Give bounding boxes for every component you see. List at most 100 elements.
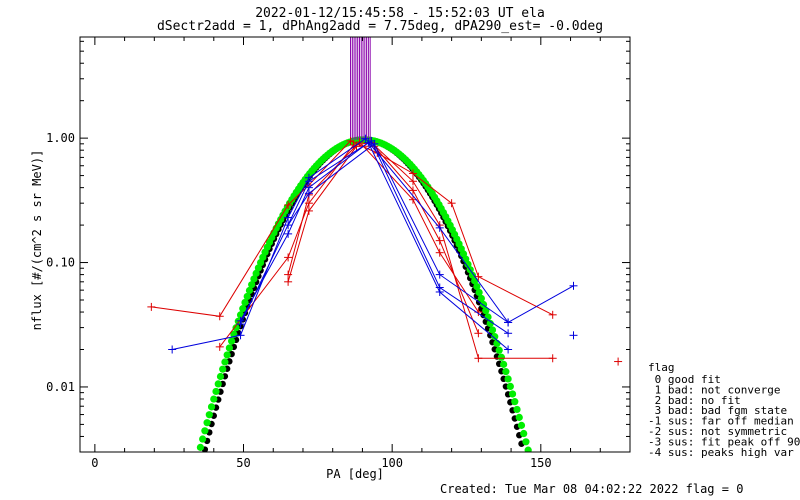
data-point [435,223,444,232]
x-tick-label: 100 [381,456,403,470]
fit-point [196,443,205,451]
fit-point [212,387,220,396]
y-axis-label: nflux [#/(cm^2 s sr MeV)] [30,150,44,331]
y-tick-label: 1.00 [46,131,75,145]
fit-point [515,413,523,421]
fit-point [477,294,485,303]
fit-point [495,346,503,354]
fit-point [500,360,508,368]
fit-point [221,358,229,366]
data-point [284,221,293,230]
data-point [435,236,444,245]
series-5 [168,134,578,354]
data-point [284,201,293,210]
data-point [236,331,245,340]
x-tick-label: 150 [530,456,552,470]
fit-point [228,337,236,345]
data-point [215,342,224,351]
legend-title: flag [648,361,675,374]
data-point [408,186,417,195]
fit-point [214,380,222,388]
legend-entry: 3 bad: bad fgm state [648,404,787,417]
fit-point [502,368,510,376]
fit-point [248,281,256,289]
x-tick-label: 50 [236,456,250,470]
fit-point [464,260,472,268]
footer-text: Created: Tue Mar 08 04:02:22 2022 flag =… [440,482,743,496]
fit-point [210,395,218,403]
chart-title: 2022-01-12/15:45:58 - 15:52:03 UT ela [255,6,545,21]
fit-point [482,307,490,315]
fit-point [506,382,514,391]
data-point [284,253,293,262]
series-4 [614,357,623,366]
fit-point [508,390,517,398]
data-point [304,189,313,198]
series-0 [147,136,557,321]
series-8 [284,139,513,327]
data-point [284,277,293,286]
data-point [504,329,513,338]
legend-entry: -2 sus: not symmetric [648,425,787,438]
legend-entry: -1 sus: far off median [648,415,794,428]
legend-entry: -4 sus: peaks high var [648,446,794,459]
data-point [474,354,483,363]
data-point [504,345,513,354]
legend-entry: 2 bad: no fit [648,394,741,407]
data-point [569,281,578,290]
series-line [240,141,509,350]
data-point [284,270,293,279]
fit-point [524,446,532,452]
fit-point [243,292,251,301]
fit-point [513,405,521,414]
data-point [304,177,313,186]
data-point [168,345,177,354]
data-point [614,357,623,366]
data-point [284,213,293,222]
fit-point [491,333,499,341]
data-point [147,302,156,311]
fit-point [225,344,233,352]
fit-point [245,286,254,295]
legend-entry: -3 sus: fit peak off 90 [648,435,800,448]
x-axis-label: PA [deg] [326,467,384,481]
data-point [370,139,379,148]
fit-point [205,411,213,419]
x-tick-label: 0 [91,456,98,470]
data-point [236,320,245,329]
fit-point [511,398,519,406]
fit-point [216,372,225,381]
fit-point [223,351,231,359]
data-point [548,310,557,319]
fit-point [250,275,258,283]
chart-subtitle: dSectr2add = 1, dPhAng2add = 7.75deg, dP… [157,19,603,34]
fit-point [252,269,260,277]
data-point [408,169,417,178]
fit-point [475,288,483,297]
plot-frame [79,36,631,453]
fit-curve-1 [196,136,532,452]
series-7 [236,136,513,338]
fit-point [468,271,477,279]
fit-point [488,326,497,334]
fit-point [199,435,207,443]
y-tick-label: 0.10 [46,256,75,270]
data-point [435,283,444,292]
fit-point [493,339,501,347]
data-point [447,199,456,208]
fit-point [486,319,494,328]
fit-point [517,421,526,429]
data-point [346,136,355,145]
fit-point [473,283,481,291]
fit-point [497,353,506,361]
fit-point [201,427,209,435]
series-line [172,138,574,350]
series-line [151,140,553,317]
y-tick-label: 0.01 [46,380,75,394]
data-point [355,138,364,147]
data-point [569,331,578,340]
fit-point [239,305,247,313]
data-point [408,177,417,186]
fit-point [504,375,512,383]
